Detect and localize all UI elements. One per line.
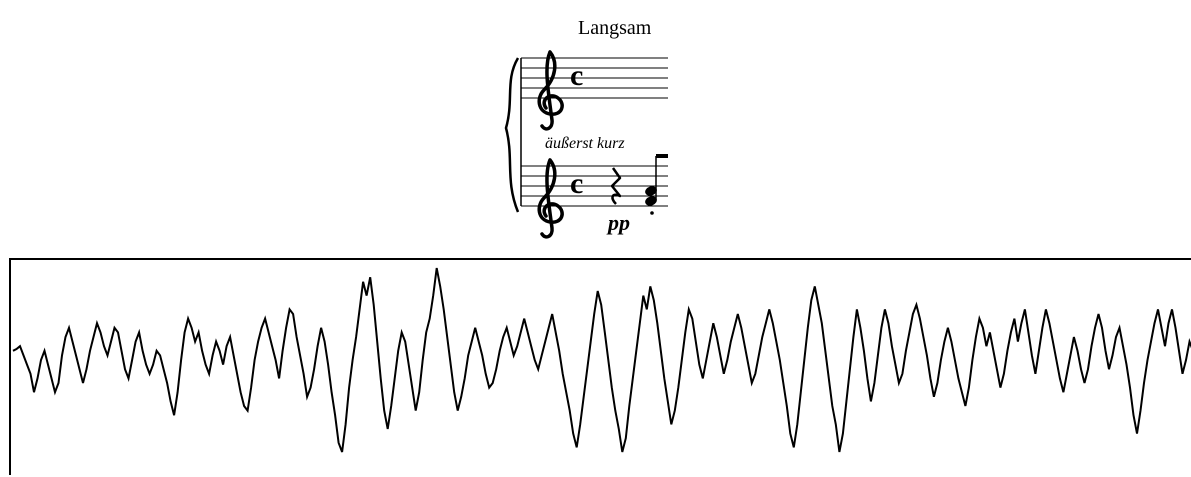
- waveform-panel: [9, 258, 1191, 475]
- tempo-marking: Langsam: [578, 17, 652, 39]
- treble-clef-icon: [537, 50, 564, 131]
- dynamic-marking: pp: [606, 210, 630, 235]
- common-time-icon: c: [570, 59, 583, 92]
- quarter-rest-icon: [610, 167, 622, 205]
- expression-text: äußerst kurz: [545, 135, 625, 152]
- svg-text:c: c: [570, 59, 583, 92]
- brace: [504, 57, 520, 213]
- waveform-line: [12, 267, 1191, 453]
- svg-text:c: c: [570, 167, 583, 200]
- music-score: Langsam c äußerst kurz c: [504, 17, 668, 239]
- common-time-icon: c: [570, 167, 583, 200]
- waveform-plot: [12, 267, 1191, 453]
- treble-clef-icon: [537, 158, 564, 239]
- note-chord-icon: [645, 154, 668, 215]
